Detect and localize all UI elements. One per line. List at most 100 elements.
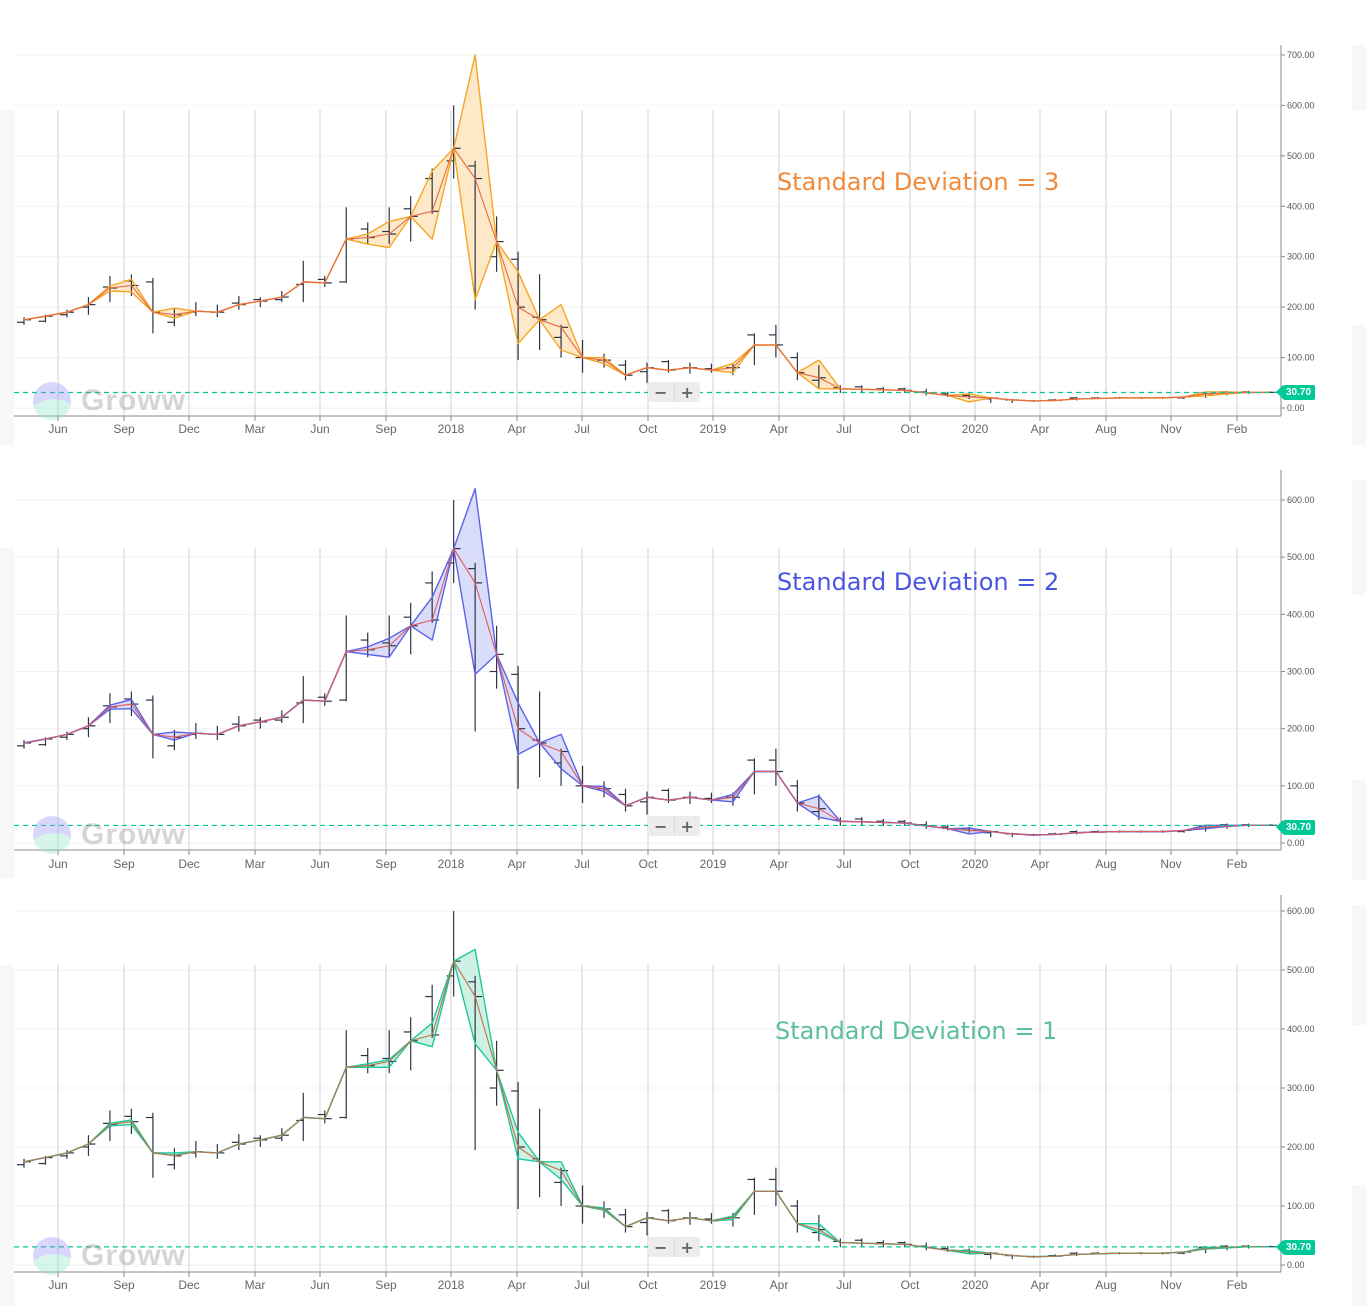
- x-axis-label: Apr: [1031, 857, 1050, 871]
- groww-logo-icon: [33, 816, 71, 854]
- chart-canvas[interactable]: Jun Sep Dec Mar Jun Sep 2018 Apr Jul Oct 2019 Apr Ju…: [0, 0, 1366, 446]
- chart-canvas[interactable]: Jun Sep Dec Mar Jun Sep 2018 Apr Jul Oct 2019 Apr Ju…: [0, 0, 1366, 880]
- x-axis-label: Jul: [574, 1278, 589, 1292]
- y-axis-label: 300.00: [1287, 252, 1315, 262]
- x-axis-label: Aug: [1095, 857, 1116, 871]
- zoom-in-button[interactable]: +: [673, 382, 701, 402]
- x-axis-label: Apr: [1031, 1278, 1050, 1292]
- x-axis-label: Dec: [178, 857, 199, 871]
- sd2-label: Standard Deviation = 2: [777, 568, 1060, 596]
- y-axis-label: 300.00: [1287, 1083, 1315, 1093]
- right-gutter-panel: [1352, 1185, 1366, 1306]
- x-axis-label: Oct: [639, 857, 658, 871]
- x-axis-label: Jun: [48, 422, 67, 436]
- y-axis-label: 500.00: [1287, 552, 1315, 562]
- zoom-out-button[interactable]: −: [654, 382, 668, 402]
- x-axis-label: 2018: [438, 422, 465, 436]
- x-axis-label: Apr: [508, 1278, 527, 1292]
- zoom-out-button[interactable]: −: [654, 816, 668, 836]
- x-axis-label: 2019: [700, 422, 727, 436]
- y-axis-label: 400.00: [1287, 609, 1315, 619]
- x-axis-label: Jun: [310, 857, 329, 871]
- zoom-out-button[interactable]: −: [654, 1237, 668, 1257]
- current-price-tag: 30.70: [1275, 385, 1316, 400]
- y-axis-label: 700.00: [1287, 50, 1315, 60]
- x-axis-label: Jul: [574, 857, 589, 871]
- groww-logo-icon: [33, 1237, 71, 1275]
- y-axis-label: 400.00: [1287, 1024, 1315, 1034]
- x-axis-label: Sep: [375, 857, 397, 871]
- y-axis-label: 200.00: [1287, 1142, 1315, 1152]
- y-axis-label: 600.00: [1287, 906, 1315, 916]
- x-axis-label: Oct: [639, 422, 658, 436]
- watermark-text: Groww: [81, 384, 187, 417]
- x-axis-label: Apr: [1031, 422, 1050, 436]
- y-axis-label: 600.00: [1287, 100, 1315, 110]
- y-axis-label: 100.00: [1287, 1201, 1315, 1211]
- x-axis-label: Jun: [310, 1278, 329, 1292]
- x-axis-label: Feb: [1227, 1278, 1248, 1292]
- x-axis-label: Oct: [639, 1278, 658, 1292]
- left-gutter-panel: [0, 548, 14, 878]
- band-fill: [24, 949, 1270, 1257]
- x-axis-label: Apr: [508, 857, 527, 871]
- right-gutter-panel: [1352, 325, 1366, 445]
- x-axis-label: Sep: [375, 1278, 397, 1292]
- right-gutter-panel: [1352, 45, 1366, 110]
- x-axis-label: Nov: [1160, 422, 1181, 436]
- x-axis-label: Jun: [48, 857, 67, 871]
- x-axis-label: Nov: [1160, 1278, 1181, 1292]
- watermark-text: Groww: [81, 1239, 187, 1272]
- upper-band-line: [23, 948, 1270, 1258]
- watermark-text: Groww: [81, 818, 187, 851]
- groww-watermark: Groww: [33, 382, 186, 420]
- x-axis-label: Jun: [310, 422, 329, 436]
- x-axis-label: 2020: [962, 1278, 989, 1292]
- zoom-in-button[interactable]: +: [673, 816, 701, 836]
- x-axis-label: 2018: [438, 1278, 465, 1292]
- zoom-control: − +: [648, 382, 700, 402]
- x-axis-label: Jul: [836, 857, 851, 871]
- middle-band-line: [23, 147, 1270, 402]
- x-axis-label: 2019: [700, 857, 727, 871]
- x-axis-label: Dec: [178, 422, 199, 436]
- y-axis-label: 400.00: [1287, 201, 1315, 211]
- zoom-control: − +: [648, 816, 700, 836]
- left-gutter-panel: [0, 110, 14, 445]
- x-axis-label: Jul: [836, 1278, 851, 1292]
- x-axis-label: Jul: [574, 422, 589, 436]
- x-axis-label: 2018: [438, 857, 465, 871]
- x-axis-label: Apr: [770, 1278, 789, 1292]
- x-axis-label: Feb: [1227, 422, 1248, 436]
- chart-panel-sd3[interactable]: Jun Sep Dec Mar Jun Sep 2018 Apr Jul Oct 2019 Apr Ju…: [0, 0, 1366, 446]
- groww-watermark: Groww: [33, 1237, 186, 1275]
- y-axis-label: 500.00: [1287, 151, 1315, 161]
- x-axis-label: Mar: [245, 857, 266, 871]
- x-axis-label: Sep: [113, 857, 135, 871]
- right-gutter-panel: [1352, 480, 1366, 595]
- sd1-label: Standard Deviation = 1: [775, 1017, 1058, 1045]
- zoom-in-button[interactable]: +: [673, 1237, 701, 1257]
- y-axis-label: 500.00: [1287, 965, 1315, 975]
- middle-band-line: [23, 548, 1270, 836]
- y-axis-label: 300.00: [1287, 667, 1315, 677]
- x-axis-label: Sep: [113, 1278, 135, 1292]
- x-axis-label: Oct: [901, 1278, 920, 1292]
- right-gutter-panel: [1352, 780, 1366, 880]
- x-axis-label: Oct: [901, 422, 920, 436]
- x-axis-label: Mar: [245, 1278, 266, 1292]
- x-axis-label: Jul: [836, 422, 851, 436]
- chart-panel-sd2[interactable]: Jun Sep Dec Mar Jun Sep 2018 Apr Jul Oct 2019 Apr Ju…: [0, 0, 1366, 880]
- y-axis-label: 0.00: [1287, 1260, 1305, 1270]
- x-axis-label: Aug: [1095, 1278, 1116, 1292]
- current-price-tag: 30.70: [1275, 1240, 1316, 1255]
- x-axis-label: Apr: [770, 857, 789, 871]
- sd3-label: Standard Deviation = 3: [777, 168, 1060, 196]
- x-axis-label: Oct: [901, 857, 920, 871]
- x-axis-label: 2019: [700, 1278, 727, 1292]
- x-axis-label: Sep: [113, 422, 135, 436]
- left-gutter-panel: [0, 965, 14, 1306]
- middle-band-line: [23, 960, 1270, 1258]
